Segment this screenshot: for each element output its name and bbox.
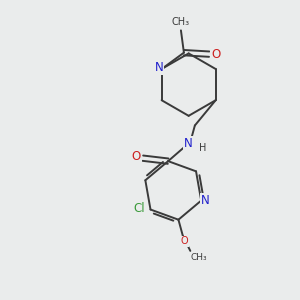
Text: H: H bbox=[199, 143, 207, 153]
Text: CH₃: CH₃ bbox=[172, 17, 190, 27]
Text: N: N bbox=[155, 61, 164, 74]
Text: O: O bbox=[211, 48, 220, 61]
Text: N: N bbox=[184, 137, 192, 150]
Text: N: N bbox=[200, 194, 209, 207]
Text: Cl: Cl bbox=[134, 202, 145, 214]
Text: O: O bbox=[181, 236, 188, 246]
Text: CH₃: CH₃ bbox=[190, 253, 207, 262]
Text: O: O bbox=[132, 150, 141, 163]
